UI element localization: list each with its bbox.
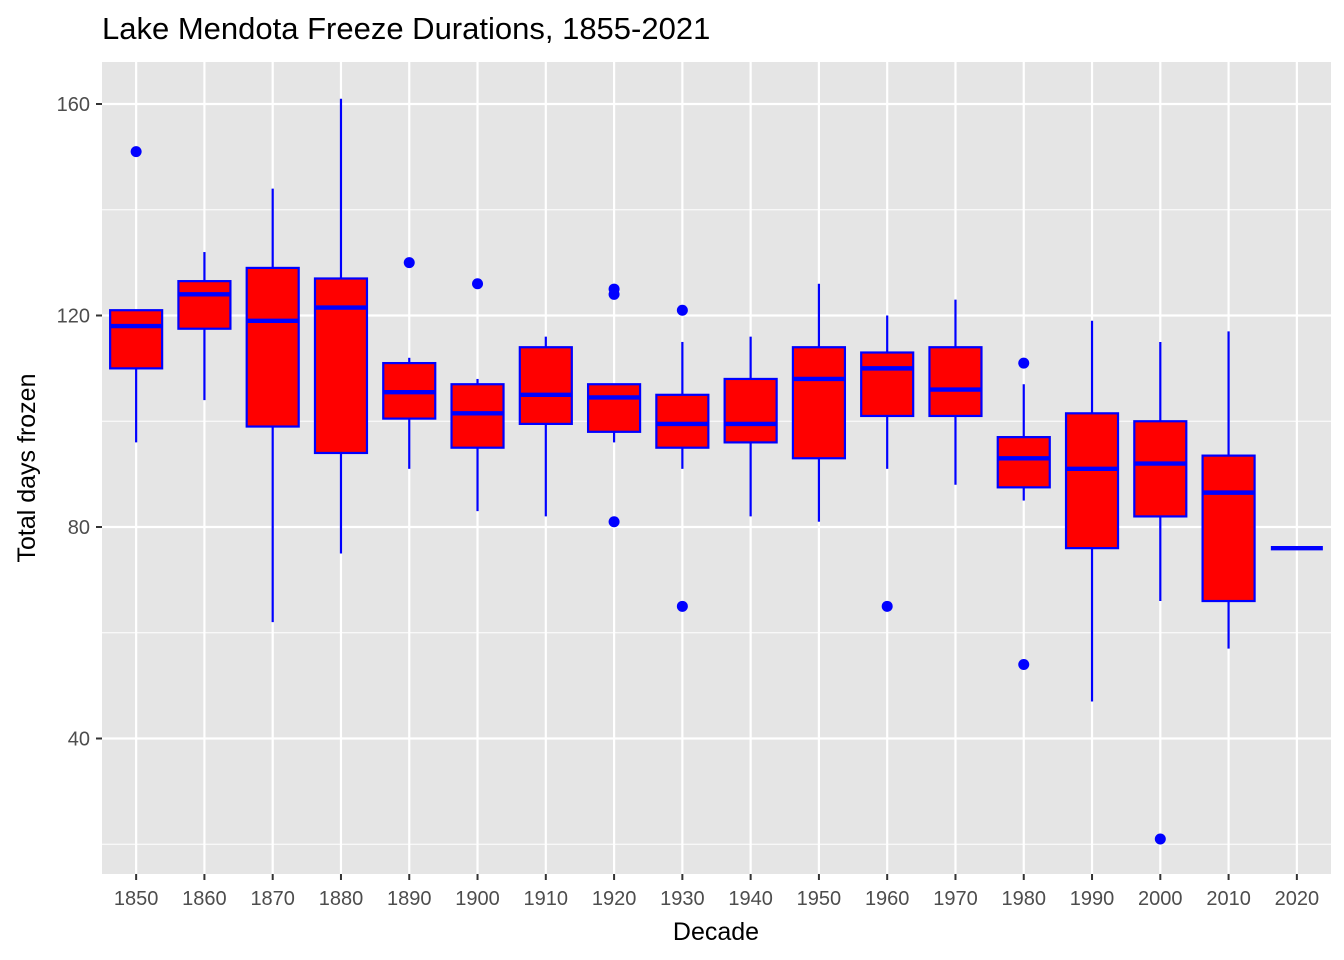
- outlier-point: [472, 278, 484, 290]
- x-tick-label: 1970: [933, 888, 978, 910]
- box-1860: [177, 252, 232, 401]
- outlier-point: [130, 146, 142, 158]
- x-axis-title: Decade: [673, 918, 759, 946]
- box-body: [177, 280, 232, 330]
- x-tick-label: 1930: [660, 888, 705, 910]
- y-tick-label: 120: [57, 306, 90, 328]
- x-tick-label: 1990: [1070, 888, 1115, 910]
- y-tick-label: 80: [68, 517, 90, 539]
- x-tick-label: 1960: [865, 888, 910, 910]
- x-tick-label: 2010: [1206, 888, 1251, 910]
- box-body: [928, 346, 983, 418]
- x-tick-label: 1910: [524, 888, 569, 910]
- box-1850: [109, 146, 164, 443]
- chart-title: Lake Mendota Freeze Durations, 1855-2021: [102, 11, 710, 46]
- x-tick-label: 1880: [319, 888, 364, 910]
- box-body: [1064, 412, 1120, 550]
- box-body: [518, 346, 573, 425]
- box-1880: [313, 98, 369, 554]
- x-axis: 1850 1860 1870 1880 1890 1900 1910 1920 1930 1940…: [114, 874, 1319, 910]
- box-2010: [1201, 331, 1256, 649]
- x-tick-label: 1900: [455, 888, 500, 910]
- box-body: [791, 346, 847, 460]
- box-1920: [586, 283, 642, 528]
- outlier-point: [676, 600, 688, 612]
- outlier-point: [881, 600, 893, 612]
- outlier-point: [1154, 833, 1166, 845]
- box-body: [109, 309, 164, 370]
- box-body: [245, 266, 300, 428]
- x-tick-label: 1850: [114, 888, 159, 910]
- x-tick-label: 2000: [1138, 888, 1183, 910]
- x-tick-label: 1860: [182, 888, 227, 910]
- box-series: [109, 98, 1323, 845]
- y-axis-title: Total days frozen: [13, 374, 41, 563]
- outlier-point: [608, 283, 620, 295]
- x-tick-label: 1890: [387, 888, 432, 910]
- box-1970: [928, 299, 983, 485]
- box-body: [723, 377, 778, 444]
- box-1990: [1064, 320, 1120, 702]
- box-1910: [518, 336, 573, 517]
- box-1950: [791, 283, 847, 522]
- box-body: [450, 383, 505, 449]
- x-tick-label: 1920: [592, 888, 637, 910]
- outlier-point: [608, 516, 620, 528]
- box-body: [586, 383, 642, 433]
- box-body: [655, 393, 710, 449]
- y-axis: 40 80 120 160: [57, 94, 102, 751]
- box-body: [1133, 420, 1188, 518]
- box-1980: [996, 357, 1051, 670]
- box-2000: [1133, 341, 1188, 845]
- outlier-point: [1018, 658, 1030, 670]
- box-1890: [382, 257, 437, 469]
- box-body: [996, 436, 1051, 489]
- box-body: [1201, 454, 1256, 603]
- box-body: [860, 351, 915, 418]
- outlier-point: [1018, 357, 1030, 369]
- x-tick-label: 1950: [797, 888, 842, 910]
- box-1870: [245, 188, 300, 623]
- box-1940: [723, 336, 778, 517]
- box-1960: [860, 315, 915, 612]
- y-tick-label: 40: [68, 729, 90, 751]
- outlier-point: [676, 304, 688, 316]
- y-tick-label: 160: [57, 94, 90, 116]
- box-1900: [450, 278, 505, 512]
- outlier-point: [403, 257, 415, 269]
- x-tick-label: 1870: [250, 888, 295, 910]
- box-body: [313, 277, 369, 455]
- x-tick-label: 2020: [1275, 888, 1320, 910]
- x-tick-label: 1940: [728, 888, 773, 910]
- minor-gridlines: [102, 209, 1331, 845]
- x-tick-label: 1980: [1002, 888, 1047, 910]
- box-1930: [655, 304, 710, 612]
